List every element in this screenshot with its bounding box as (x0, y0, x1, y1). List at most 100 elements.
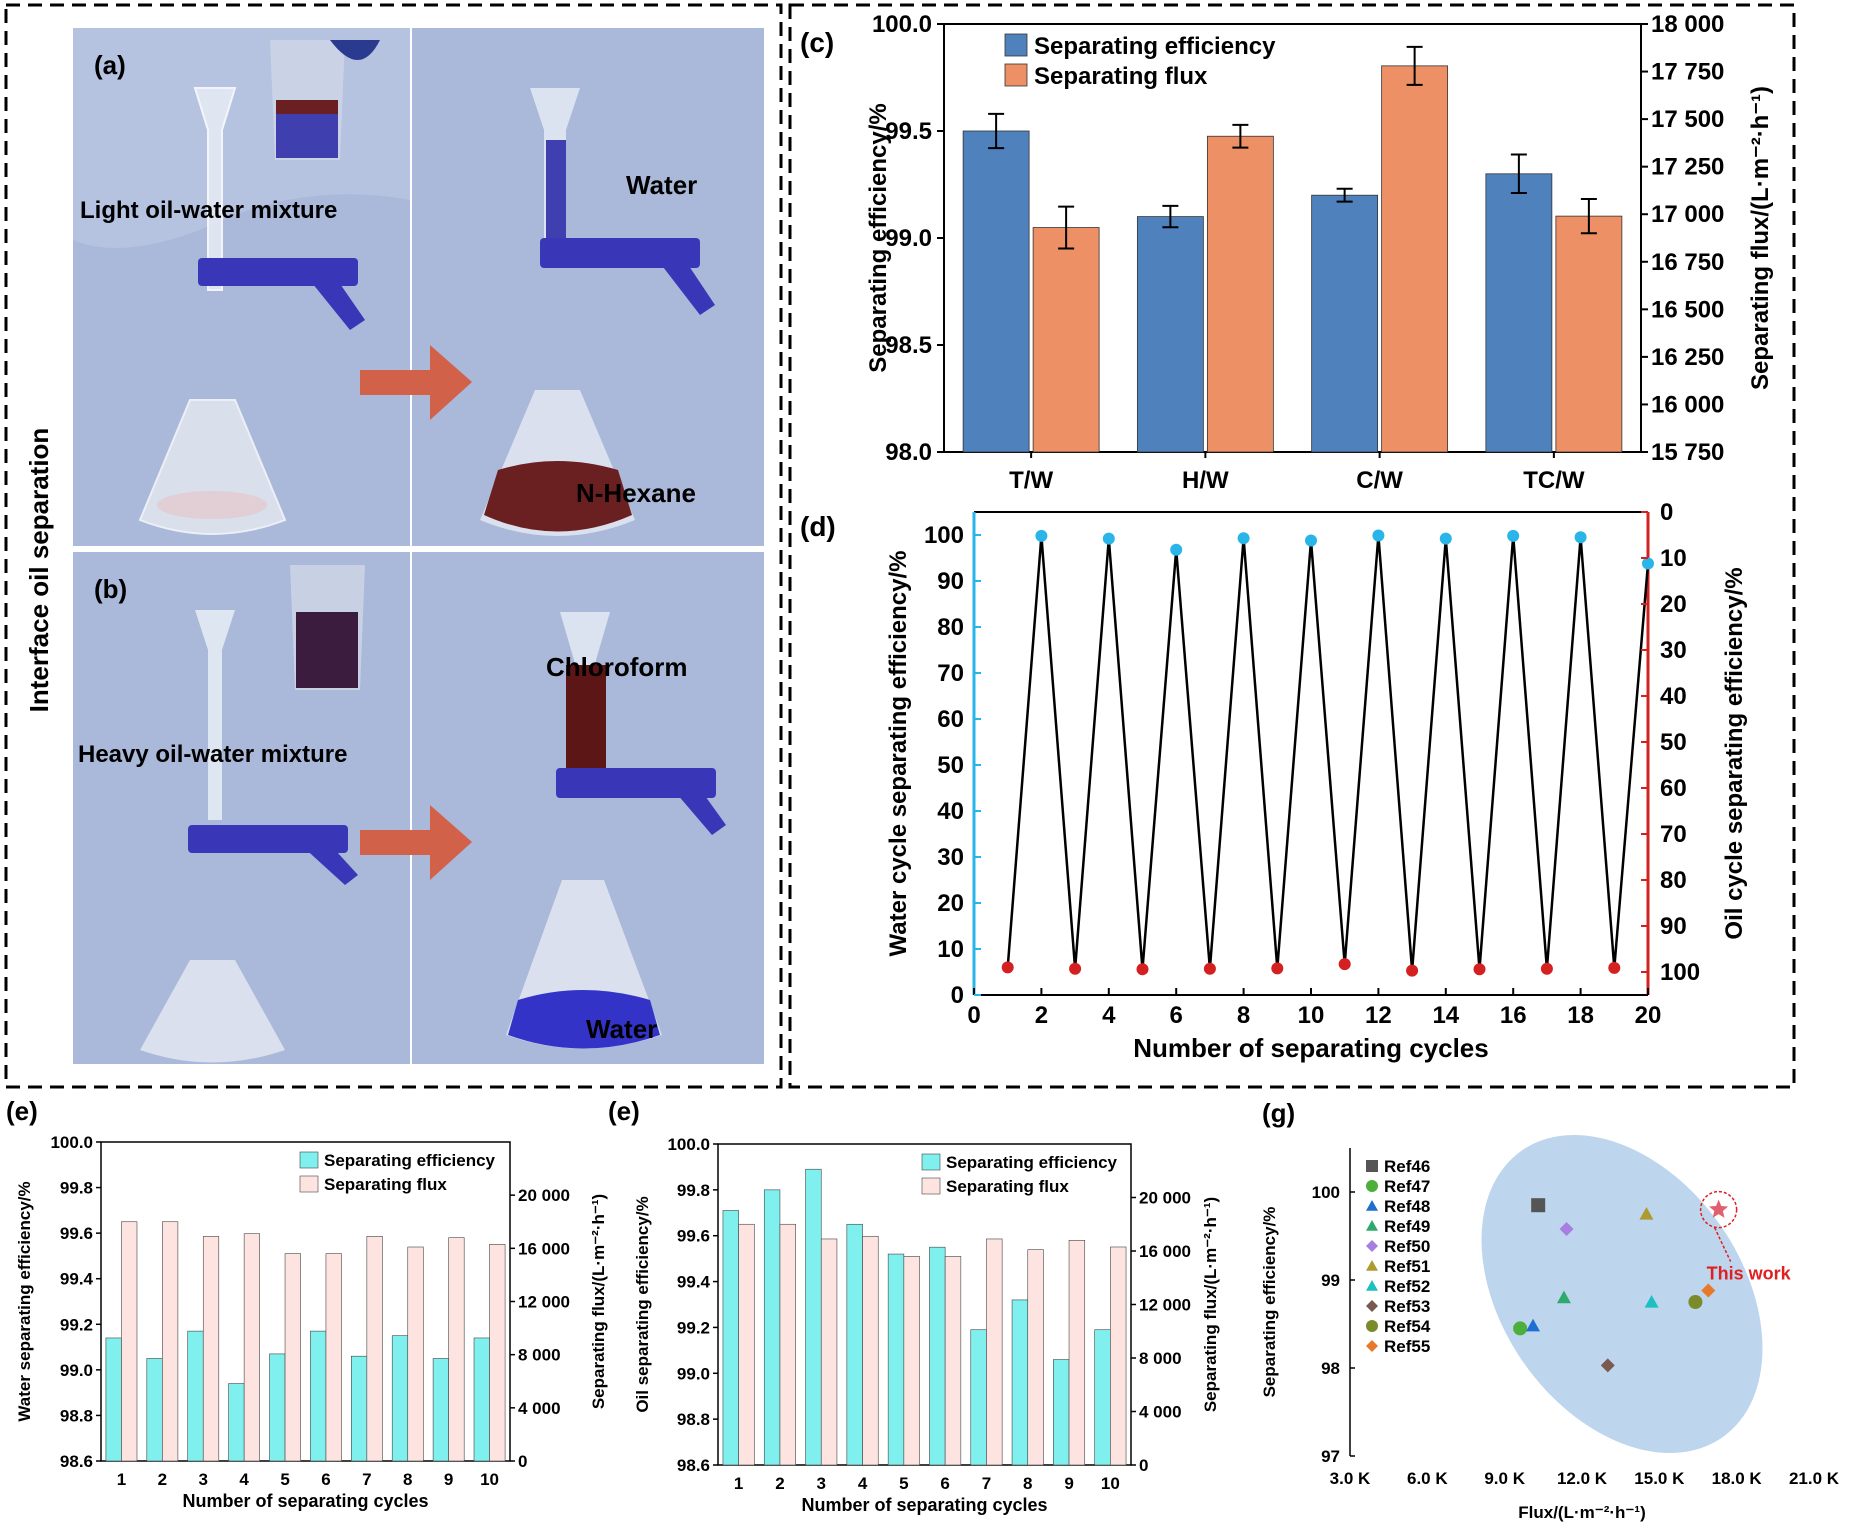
bar (269, 1353, 286, 1462)
chart-e1: 1 2 3 4 5 6 7 8 9 10 98.6 98.8 99.0 99.2 99.4 99.6 99.8 1… (6, 1096, 608, 1511)
water-point (1507, 529, 1520, 542)
y2-tick-label: 16 750 (1651, 249, 1724, 276)
bar (887, 1253, 905, 1466)
photo-b-right-top: Chloroform (546, 652, 688, 682)
x-tick-label: 21.0 K (1789, 1469, 1840, 1488)
region-ellipse (1481, 1134, 1763, 1454)
y-axis-label: Water cycle separating efficiency/% (885, 551, 912, 957)
legend-entry: Ref50 (1384, 1237, 1430, 1256)
panel-label: (g) (1262, 1098, 1295, 1128)
panel-label: (e) (608, 1096, 640, 1126)
water-point (1035, 529, 1048, 542)
y-tick-label: 90 (937, 568, 964, 595)
y-tick-label: 98 (1321, 1359, 1340, 1378)
y2-tick-label: 17 750 (1651, 59, 1724, 86)
photo-a-right-top: Water (626, 170, 697, 200)
x-tick-label: 9 (444, 1470, 453, 1489)
x-tick-label: T/W (1009, 467, 1053, 494)
x-tick-label: 6 (321, 1470, 330, 1489)
y2-tick-label: 60 (1660, 775, 1687, 802)
bar (243, 1233, 260, 1462)
y2-tick-label: 80 (1660, 867, 1687, 894)
x-tick-label: 3 (199, 1470, 208, 1489)
side-label: Interface oil separation (24, 428, 54, 713)
legend-entry: Ref55 (1384, 1337, 1430, 1356)
x-tick-label: 2 (158, 1470, 167, 1489)
y-tick-label: 99.5 (885, 118, 932, 145)
legend-swatch (1004, 63, 1028, 87)
y-axis-label: Water separating efficiency/% (15, 1181, 34, 1421)
point (1709, 1199, 1729, 1218)
legend-marker (1366, 1160, 1378, 1172)
x-tick-label: 9 (1064, 1474, 1073, 1493)
point (1701, 1283, 1716, 1298)
water-point (1642, 557, 1654, 570)
bar (903, 1256, 920, 1466)
x-tick-label: 7 (362, 1470, 371, 1489)
photo-a-label: (a) (94, 50, 126, 80)
legend-entry: Ref48 (1384, 1197, 1430, 1216)
legend-entry: Ref51 (1384, 1257, 1430, 1276)
y-tick-label: 99.2 (60, 1315, 93, 1334)
highlight-label: This work (1707, 1264, 1792, 1284)
x-tick-label: 1 (734, 1474, 743, 1493)
y-tick-label: 70 (937, 660, 964, 687)
x-tick-label: 2 (1035, 1002, 1048, 1029)
bar (1068, 1240, 1086, 1466)
point (1526, 1318, 1541, 1332)
y-tick-label: 20 (937, 890, 964, 917)
bar (944, 1256, 962, 1466)
y2-tick-label: 16 000 (1139, 1242, 1191, 1261)
bar (473, 1337, 490, 1462)
water-point (1439, 532, 1452, 545)
y-tick-label: 99.8 (60, 1179, 93, 1198)
point (1600, 1358, 1615, 1373)
point (1556, 1290, 1571, 1304)
photo-b-right-bottom: Water (586, 1014, 657, 1044)
x-tick-label: TC/W (1523, 467, 1585, 494)
legend-entry: Separating efficiency (1034, 33, 1276, 60)
legend-marker (1366, 1200, 1378, 1211)
photo-frame (4, 3, 783, 1089)
funnel (193, 87, 237, 291)
water-point (1574, 531, 1587, 544)
x-tick-label: 12.0 K (1557, 1469, 1608, 1488)
y2-tick-label: 16 500 (1651, 296, 1724, 323)
x-axis-label: Number of separating cycles (1133, 1033, 1488, 1063)
y-tick-label: 98.6 (60, 1452, 93, 1471)
legend-swatch (299, 1175, 319, 1193)
photo-a-left (73, 28, 410, 546)
legend-marker (1366, 1340, 1378, 1352)
point (1513, 1321, 1528, 1336)
y2-tick-label: 12 000 (1139, 1296, 1191, 1315)
bar (391, 1335, 409, 1462)
photo-a-right-bottom: N-Hexane (576, 478, 696, 508)
photo-b-label: (b) (94, 574, 127, 604)
bar (1011, 1299, 1029, 1466)
panel-label: (d) (800, 511, 836, 542)
bar (763, 1189, 781, 1466)
y-tick-label: 99.6 (677, 1227, 710, 1246)
bar (1485, 173, 1553, 453)
legend-marker (1366, 1240, 1378, 1252)
y2-tick-label: 0 (518, 1452, 527, 1471)
legend-swatch (921, 1177, 941, 1195)
y2-tick-label: 90 (1660, 913, 1687, 940)
y2-tick-label: 8 000 (1139, 1349, 1182, 1368)
legend-entry: Ref49 (1384, 1217, 1430, 1236)
y-tick-label: 40 (937, 798, 964, 825)
x-tick-label: 4 (1102, 1002, 1116, 1029)
legend-entry: Separating efficiency (324, 1151, 496, 1170)
bar (1094, 1329, 1111, 1466)
x-tick-label: 4 (239, 1470, 249, 1489)
y-tick-label: 80 (937, 614, 964, 641)
chart-frame (788, 3, 1796, 1089)
photo-b-left (73, 552, 410, 1064)
bar (862, 1235, 879, 1466)
x-tick-label: 2 (775, 1474, 784, 1493)
x-tick-label: 1 (117, 1470, 126, 1489)
y2-tick-label: 12 000 (518, 1293, 570, 1312)
chart-g: This workRef46Ref47Ref48Ref49Ref50Ref51R… (1260, 1098, 1840, 1522)
bar (929, 1246, 946, 1466)
